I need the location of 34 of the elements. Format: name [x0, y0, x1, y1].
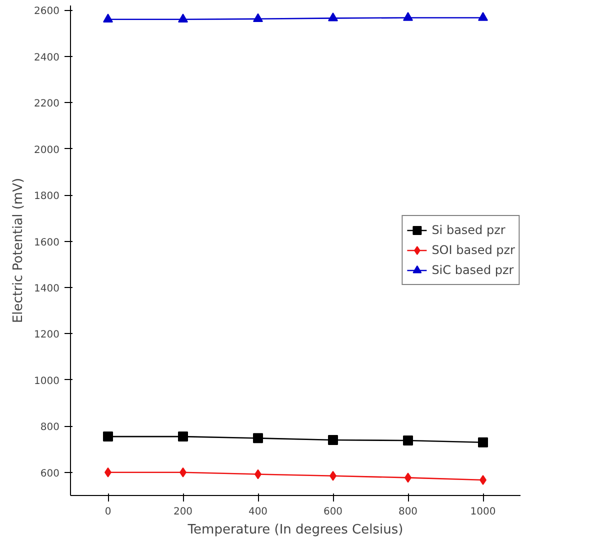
point [328, 435, 338, 446]
point [403, 435, 413, 446]
point [403, 12, 413, 21]
y-tick-label: 2000 [34, 144, 60, 156]
y-tick-label: 1800 [34, 191, 60, 202]
y-axis-title: Electric Potential (mV) [11, 178, 26, 324]
x-tick-label: 0 [104, 506, 112, 518]
point [178, 432, 188, 442]
x-tick-label: 1000 [470, 506, 496, 518]
x-tick-label: 200 [173, 506, 193, 518]
y-tick-label: 1400 [34, 283, 60, 294]
point [253, 433, 263, 444]
y-tick-label: 800 [40, 422, 60, 434]
legend-label: Si based pzr [432, 223, 506, 237]
point [103, 432, 113, 442]
y-tick-label: 1000 [34, 376, 60, 387]
point [253, 13, 263, 22]
legend-label: SOI based pzr [432, 243, 515, 257]
point [178, 14, 188, 22]
x-tick-label: 600 [323, 506, 343, 518]
point [103, 14, 113, 22]
point [478, 12, 488, 21]
y-tick-label: 2600 [34, 6, 60, 18]
x-axis-title: Temperature (In degrees Celsius) [186, 522, 404, 538]
x-tick-label: 400 [248, 506, 268, 518]
y-tick-label: 1600 [34, 237, 60, 248]
y-tick-label: 2200 [34, 98, 60, 110]
x-tick-label: 800 [398, 506, 418, 518]
point [328, 12, 338, 22]
y-tick-label: 600 [40, 468, 60, 480]
legend-label: SiC based pzr [432, 263, 514, 277]
point [478, 437, 488, 448]
y-tick-label: 1200 [34, 330, 60, 341]
y-tick-label: 2400 [34, 52, 60, 64]
